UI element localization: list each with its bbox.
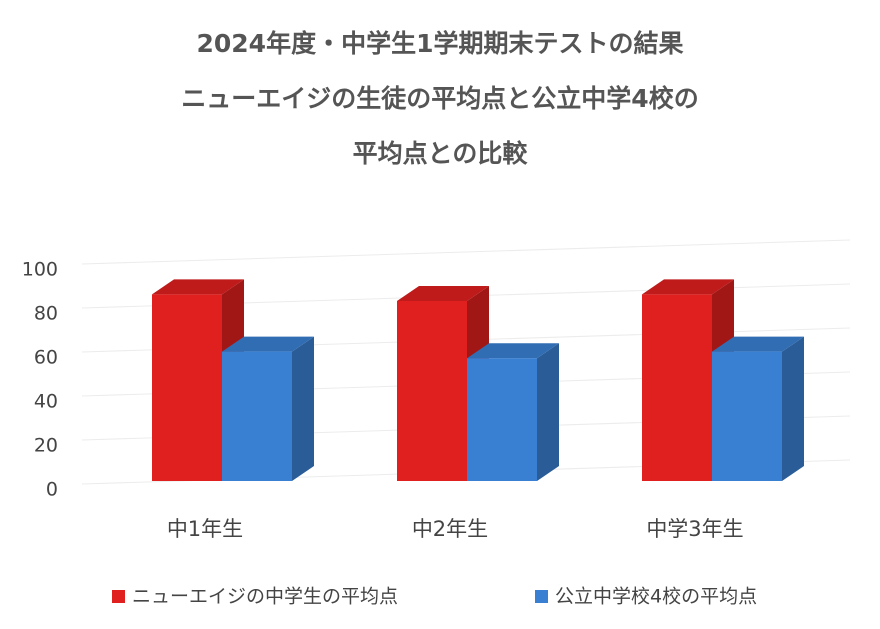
y-tick-label: 100 bbox=[22, 259, 58, 281]
chart-title: ニューエイジの生徒の平均点と公立中学4校の bbox=[181, 84, 698, 113]
bar bbox=[467, 343, 559, 481]
legend-swatch bbox=[112, 590, 125, 603]
x-tick-label: 中2年生 bbox=[412, 517, 488, 541]
bar-front bbox=[712, 351, 782, 481]
x-tick-label: 中1年生 bbox=[167, 517, 243, 541]
x-tick-label: 中学3年生 bbox=[646, 517, 743, 541]
bar-front bbox=[397, 301, 467, 481]
bar-front bbox=[467, 358, 537, 481]
bar-side bbox=[292, 336, 314, 481]
bar bbox=[222, 336, 314, 481]
bar-side bbox=[782, 336, 804, 481]
legend-label: ニューエイジの中学生の平均点 bbox=[132, 586, 398, 608]
y-tick-label: 40 bbox=[34, 391, 58, 413]
bar-top bbox=[222, 336, 314, 352]
bar-side bbox=[537, 343, 559, 481]
bar-top bbox=[397, 286, 489, 301]
y-tick-label: 80 bbox=[34, 303, 58, 325]
legend-label: 公立中学校4校の平均点 bbox=[555, 586, 757, 608]
bar-top bbox=[712, 336, 804, 352]
legend-swatch bbox=[535, 590, 548, 603]
bar-front bbox=[222, 351, 292, 481]
chart-title: 2024年度・中学生1学期期末テストの結果 bbox=[197, 29, 684, 58]
y-tick-label: 20 bbox=[34, 435, 58, 457]
y-tick-label: 0 bbox=[46, 479, 58, 501]
bar-top bbox=[642, 279, 734, 295]
bar bbox=[712, 336, 804, 481]
chart-title: 平均点との比較 bbox=[353, 139, 529, 168]
bar-top bbox=[467, 343, 559, 359]
grid-line bbox=[81, 239, 851, 265]
bar-front bbox=[642, 294, 712, 481]
y-tick-label: 60 bbox=[34, 347, 58, 369]
bar bbox=[642, 279, 734, 481]
bar-front bbox=[152, 294, 222, 481]
bar-top bbox=[152, 279, 244, 295]
